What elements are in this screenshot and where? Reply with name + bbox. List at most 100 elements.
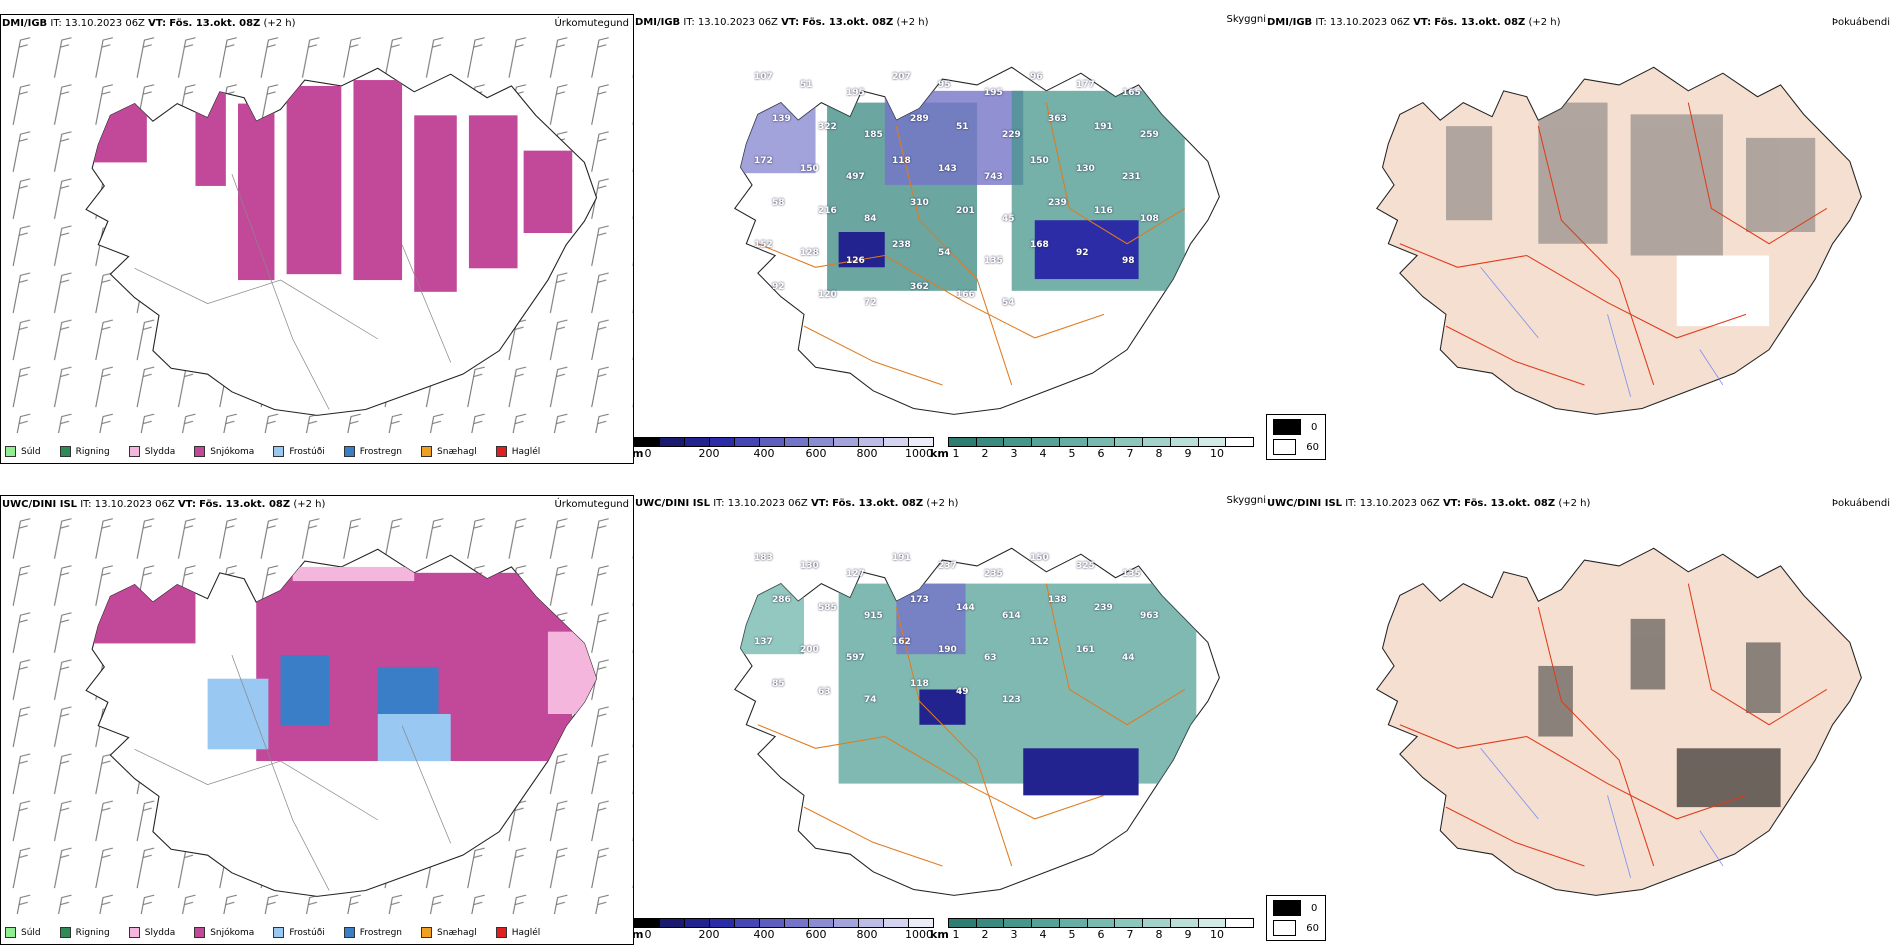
legend-swatch bbox=[194, 927, 206, 938]
tick: 7 bbox=[1126, 447, 1134, 460]
tick: 2 bbox=[981, 928, 989, 941]
legend-item-slydda: Slydda bbox=[128, 927, 175, 938]
lead-time: (+2 h) bbox=[896, 17, 929, 28]
legend-item-haglel: Haglél bbox=[495, 446, 540, 457]
visibility-colorbar: 1 2 3 4 5 6 7 8 9 10 km bbox=[930, 437, 1254, 460]
tick: 6 bbox=[1097, 928, 1105, 941]
fog-legend-row: 60 bbox=[1273, 439, 1319, 455]
vt-label: VT: bbox=[177, 499, 196, 510]
tick: 800 bbox=[856, 928, 878, 941]
cloudbase-colorbar-cells bbox=[634, 918, 934, 928]
tick: 7 bbox=[1126, 928, 1134, 941]
panel-title-precip: Úrkomutegund bbox=[554, 18, 629, 29]
vt-label: VT: bbox=[810, 498, 829, 509]
visibility-ticks: 1 2 3 4 5 6 7 8 9 10 bbox=[948, 447, 1254, 460]
legend-swatch bbox=[59, 927, 71, 938]
it-label: IT: bbox=[80, 499, 92, 510]
tick: 200 bbox=[698, 447, 720, 460]
panel-header: UWC/DINI ISL IT: 13.10.2023 06Z VT: Fös.… bbox=[2, 499, 325, 510]
tick: 1 bbox=[952, 928, 960, 941]
cloudbase-ticks: 0 200 400 600 800 1000 bbox=[634, 928, 934, 941]
model-name: DMI/IGB bbox=[635, 17, 681, 28]
tick: 9 bbox=[1184, 447, 1192, 460]
tick: 2 bbox=[981, 447, 989, 460]
legend-swatch bbox=[5, 927, 16, 938]
vt-value: Fös. 13.okt. 08Z bbox=[802, 17, 894, 28]
precip-type-panel-top: DMI/IGB IT: 13.10.2023 06Z VT: Fös. 13.o… bbox=[0, 14, 634, 464]
legend-swatch bbox=[421, 446, 433, 457]
it-value: 13.10.2023 06Z bbox=[1329, 17, 1410, 28]
precip-legend: Súld Rigning Slydda Snjókoma Frostúði Fr… bbox=[5, 927, 559, 938]
tick: 4 bbox=[1039, 928, 1047, 941]
legend-swatch bbox=[343, 927, 355, 938]
legend-item-frostudi: Frostúði bbox=[273, 446, 325, 457]
legend-item-slydda: Slydda bbox=[128, 446, 175, 457]
panel-header: DMI/IGB IT: 13.10.2023 06Z VT: Fös. 13.o… bbox=[635, 17, 929, 28]
visibility-ticks: 1 2 3 4 5 6 7 8 9 10 bbox=[948, 928, 1254, 941]
it-value: 13.10.2023 06Z bbox=[64, 18, 145, 29]
fog-panel-bottom: UWC/DINI ISL IT: 13.10.2023 06Z VT: Fös.… bbox=[1266, 495, 1900, 945]
tick: 800 bbox=[856, 447, 878, 460]
lead-time: (+2 h) bbox=[263, 18, 296, 29]
precip-type-panel-bottom: UWC/DINI ISL IT: 13.10.2023 06Z VT: Fös.… bbox=[0, 495, 634, 945]
fog-legend-row: 60 bbox=[1273, 920, 1319, 936]
it-value: 13.10.2023 06Z bbox=[1359, 498, 1440, 509]
fog-swatch bbox=[1273, 920, 1297, 936]
legend-item-sudl: Súld bbox=[5, 927, 41, 938]
model-name: UWC/DINI ISL bbox=[1267, 498, 1343, 509]
legend-swatch bbox=[421, 927, 433, 938]
legend-swatch bbox=[273, 927, 285, 938]
tick: 4 bbox=[1039, 447, 1047, 460]
legend-item-sudl: Súld bbox=[5, 446, 41, 457]
tick: 6 bbox=[1097, 447, 1105, 460]
visibility-colorbar-cells bbox=[948, 437, 1254, 447]
vt-value: Fös. 13.okt. 08Z bbox=[832, 498, 924, 509]
visibility-map bbox=[733, 547, 1220, 896]
legend-swatch bbox=[194, 446, 206, 457]
tick: 10 bbox=[1210, 447, 1224, 460]
legend-swatch bbox=[59, 446, 71, 457]
tick: 10 bbox=[1210, 928, 1224, 941]
cloudbase-unit: m bbox=[634, 928, 644, 941]
tick: 3 bbox=[1010, 928, 1018, 941]
model-name: DMI/IGB bbox=[1267, 17, 1313, 28]
tick: 1000 bbox=[905, 447, 933, 460]
it-label: IT: bbox=[1315, 17, 1327, 28]
vt-value: Fös. 13.okt. 08Z bbox=[199, 499, 291, 510]
cloudbase-colorbar-cells bbox=[634, 437, 934, 447]
panel-title-fog: Þokuábendi bbox=[1831, 17, 1890, 28]
model-name: UWC/DINI ISL bbox=[635, 498, 711, 509]
legend-swatch bbox=[273, 446, 285, 457]
fog-legend-row: 0 bbox=[1273, 419, 1319, 435]
it-value: 13.10.2023 06Z bbox=[94, 499, 175, 510]
visibility-map bbox=[733, 66, 1220, 415]
tick: 0 bbox=[644, 447, 652, 460]
lead-time: (+2 h) bbox=[1558, 498, 1591, 509]
legend-item-snjokoma: Snjókoma bbox=[194, 446, 254, 457]
fog-swatch bbox=[1273, 900, 1301, 916]
tick: 400 bbox=[753, 928, 775, 941]
legend-swatch bbox=[5, 446, 16, 457]
legend-swatch bbox=[495, 446, 507, 457]
legend-swatch bbox=[495, 927, 507, 938]
visibility-unit: km bbox=[930, 928, 949, 941]
tick: 1000 bbox=[905, 928, 933, 941]
tick: 0 bbox=[644, 928, 652, 941]
fog-swatch bbox=[1273, 439, 1297, 455]
cloudbase-ticks: 0 200 400 600 800 1000 bbox=[634, 447, 934, 460]
it-value: 13.10.2023 06Z bbox=[727, 498, 808, 509]
legend-item-rigning: Rigning bbox=[59, 927, 110, 938]
cloudbase-unit: m bbox=[634, 447, 644, 460]
lead-time: (+2 h) bbox=[1528, 17, 1561, 28]
fog-map bbox=[1375, 547, 1862, 896]
vt-value: Fös. 13.okt. 08Z bbox=[1464, 498, 1556, 509]
panel-header: DMI/IGB IT: 13.10.2023 06Z VT: Fös. 13.o… bbox=[2, 18, 296, 29]
vt-value: Fös. 13.okt. 08Z bbox=[169, 18, 261, 29]
panel-title-fog: Þokuábendi bbox=[1831, 498, 1890, 509]
fog-legend: 0 60 bbox=[1266, 414, 1326, 460]
visibility-unit: km bbox=[930, 447, 949, 460]
panel-header: UWC/DINI ISL IT: 13.10.2023 06Z VT: Fös.… bbox=[1267, 498, 1590, 509]
legend-item-frostudi: Frostúði bbox=[273, 927, 325, 938]
legend-item-rigning: Rigning bbox=[59, 446, 110, 457]
it-label: IT: bbox=[683, 17, 695, 28]
